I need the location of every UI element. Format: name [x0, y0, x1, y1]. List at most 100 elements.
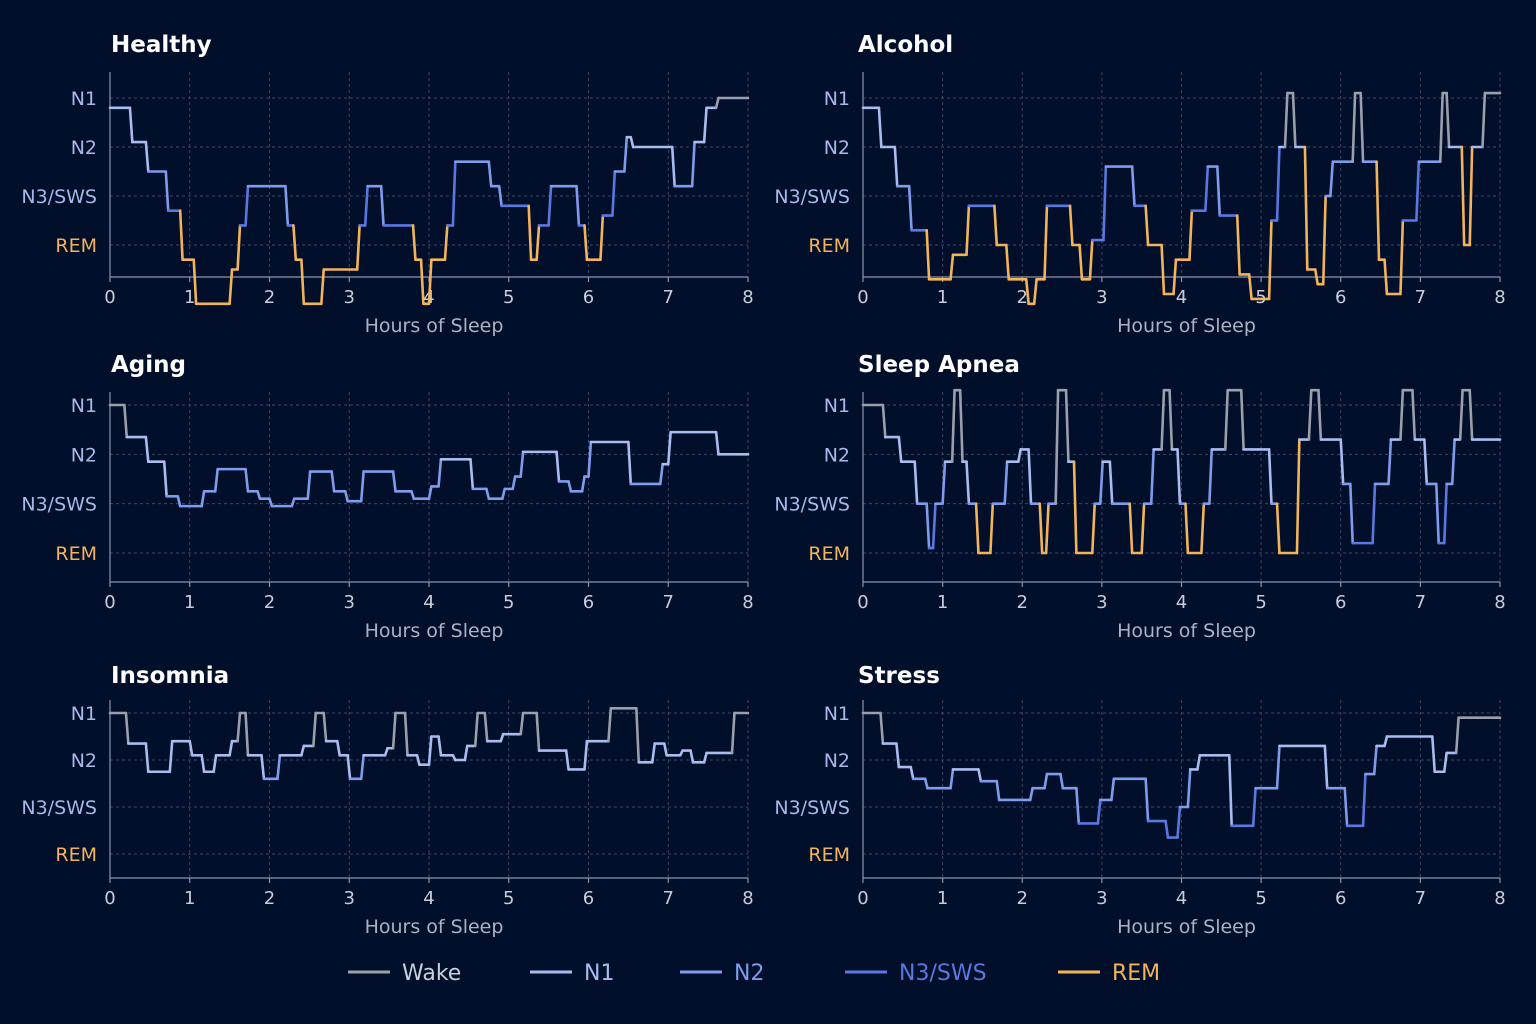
- hypnogram-segment: [1481, 91, 1487, 149]
- hypnogram-segment: [1372, 744, 1378, 776]
- x-tick-label: 5: [503, 592, 514, 613]
- y-tick-label: REM: [55, 235, 97, 257]
- hypnogram-segment: [330, 470, 336, 493]
- y-tick-label: N1: [71, 703, 97, 725]
- hypnogram-segment: [580, 475, 586, 493]
- hypnogram-segment: [1059, 772, 1065, 790]
- hypnogram-segment: [1275, 145, 1281, 222]
- x-tick-label: 7: [1415, 287, 1426, 308]
- hypnogram-segment: [714, 96, 720, 110]
- hypnogram-segment: [965, 460, 971, 505]
- hypnogram-segment: [907, 184, 913, 232]
- hypnogram-segment: [519, 450, 525, 478]
- x-tick-label: 6: [583, 888, 594, 909]
- x-tick-label: 5: [1255, 888, 1266, 909]
- y-tick-label: N3/SWS: [774, 797, 850, 819]
- hypnogram-segment: [583, 224, 589, 261]
- x-tick-label: 3: [1096, 287, 1107, 308]
- hypnogram-segment: [629, 135, 635, 149]
- hypnogram-segment: [702, 751, 708, 764]
- x-tick-label: 6: [583, 592, 594, 613]
- x-tick-label: 2: [264, 287, 275, 308]
- hypnogram-segment: [497, 184, 503, 208]
- hypnogram-segment: [974, 502, 980, 555]
- hypnogram-segment: [1204, 165, 1210, 212]
- hypnogram-segment: [897, 435, 903, 464]
- hypnogram-segment: [284, 184, 290, 227]
- hypnogram-segment: [877, 106, 883, 149]
- hypnogram-segment: [1295, 438, 1301, 555]
- hypnogram-segment: [483, 711, 489, 743]
- x-tick-label: 8: [742, 287, 753, 308]
- legend-label-rem: REM: [1112, 961, 1160, 986]
- hypnogram-segment: [670, 145, 676, 188]
- y-tick-label: N1: [824, 395, 850, 417]
- hypnogram-segment: [1435, 482, 1440, 545]
- x-tick-label: 4: [423, 888, 434, 909]
- hypnogram-segment: [519, 711, 525, 736]
- hypnogram-segment: [164, 170, 170, 212]
- hypnogram-segment: [236, 224, 242, 271]
- hypnogram-segment: [1168, 388, 1174, 451]
- hypnogram-segment: [427, 485, 433, 501]
- hypnogram-segment: [306, 470, 312, 501]
- hypnogram-segment: [1387, 438, 1393, 486]
- hypnogram-segment: [1307, 388, 1313, 441]
- hypnogram-segment: [168, 739, 174, 774]
- hypnogram-segment: [1223, 388, 1229, 451]
- hypnogram-segment: [501, 487, 507, 501]
- x-tick-label: 1: [184, 287, 195, 308]
- hypnogram-segment: [1239, 388, 1245, 451]
- hypnogram-series: [861, 91, 1502, 306]
- hypnogram-segment: [1024, 278, 1030, 306]
- hypnogram-segment: [923, 777, 929, 790]
- hypnogram-segment: [162, 460, 168, 498]
- hypnogram-segment: [1096, 798, 1102, 825]
- x-tick-label: 1: [937, 592, 948, 613]
- x-tick-label: 3: [344, 287, 355, 308]
- hypnogram-segment: [1442, 751, 1448, 774]
- y-tick-label: N3/SWS: [21, 186, 97, 208]
- hypnogram-segment: [1200, 502, 1206, 555]
- x-tick-label: 4: [423, 592, 434, 613]
- x-tick-label: 8: [742, 592, 753, 613]
- hypnogram-segment: [909, 765, 915, 781]
- y-tick-label: N2: [71, 137, 97, 159]
- hypnogram-segment: [359, 470, 365, 503]
- hypnogram-segment: [1317, 388, 1323, 441]
- x-tick-label: 7: [663, 888, 674, 909]
- hypnogram-segment: [200, 490, 206, 508]
- x-tick-label: 7: [1415, 888, 1426, 909]
- hypnogram-segment: [1032, 278, 1038, 306]
- hypnogram-segment: [300, 258, 306, 306]
- panel-alcohol: Alcohol N1 N2 N3/SWS REM 0 1 2 3 4 5 6 7 8 Hours of Sl…: [774, 32, 1505, 337]
- legend-label-n1: N1: [584, 961, 614, 986]
- hypnogram-segment: [391, 711, 397, 750]
- hypnogram-segment: [228, 739, 234, 757]
- hypnogram-segment: [623, 135, 629, 173]
- x-tick-label: 3: [344, 592, 355, 613]
- x-tick-label: 3: [1096, 592, 1107, 613]
- hypnogram-segment: [1028, 786, 1034, 802]
- hypnogram-segment: [1068, 204, 1074, 247]
- x-tick-label: 2: [1017, 287, 1028, 308]
- hypnogram-segment: [276, 754, 282, 781]
- hypnogram-segment: [1091, 502, 1097, 555]
- panel-title: Sleep Apnea: [858, 352, 1020, 378]
- hypnogram-segment: [993, 204, 999, 247]
- hypnogram-segment: [1043, 772, 1049, 790]
- hypnogram-segment: [666, 430, 672, 466]
- hypnogram-segment: [925, 229, 931, 281]
- x-tick-label: 8: [1494, 287, 1505, 308]
- x-axis-label: Hours of Sleep: [365, 620, 504, 642]
- hypnogram-segment: [949, 768, 955, 790]
- hypnogram-segment: [1329, 160, 1335, 198]
- hypnogram-segment: [635, 707, 641, 764]
- hypnogram-segment: [1267, 448, 1273, 505]
- hypnogram-segment: [1423, 438, 1429, 486]
- hypnogram-segment: [1445, 91, 1451, 149]
- hypnogram-segment: [1383, 735, 1389, 748]
- hypnogram-segment: [535, 224, 541, 261]
